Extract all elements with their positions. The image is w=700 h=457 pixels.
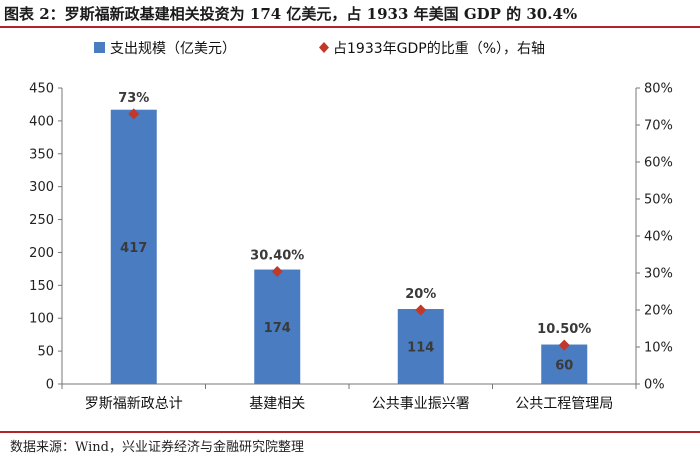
- bar-value-label: 174: [264, 321, 291, 336]
- category-label: 基建相关: [249, 395, 305, 412]
- category-label: 罗斯福新政总计: [85, 396, 183, 412]
- bar-value-label: 114: [407, 341, 434, 356]
- figure-title: 图表 2：罗斯福新政基建相关投资为 174 亿美元，占 1933 年美国 GDP…: [4, 5, 578, 23]
- bar: [541, 344, 588, 384]
- left-tick-label: 400: [29, 114, 54, 129]
- left-tick-label: 350: [29, 147, 54, 162]
- left-tick-label: 0: [46, 378, 54, 393]
- legend-bar-label: 支出规模（亿美元）: [110, 41, 236, 57]
- legend-marker-label: 占1933年GDP的比重（%），右轴: [333, 41, 545, 57]
- share-value-label: 73%: [118, 91, 149, 106]
- left-tick-label: 200: [29, 246, 54, 261]
- right-tick-label: 50%: [644, 193, 673, 208]
- legend-bar-swatch: [94, 42, 105, 53]
- right-tick-label: 10%: [644, 341, 673, 356]
- plot-area: 0 50 100 150 200 250 300 350 400 450 0% 10% 20% 30% 40…: [29, 82, 673, 413]
- share-marker: [128, 108, 140, 120]
- legend-marker-swatch: [319, 42, 329, 53]
- right-tick-label: 40%: [644, 230, 673, 245]
- share-value-label: 30.40%: [250, 249, 304, 264]
- left-tick-label: 100: [29, 312, 54, 327]
- legend: 支出规模（亿美元） 占1933年GDP的比重（%），右轴: [94, 41, 545, 57]
- bar-value-label: 60: [555, 358, 573, 373]
- right-tick-label: 70%: [644, 119, 673, 134]
- share-value-label: 20%: [405, 287, 436, 302]
- right-tick-label: 0%: [644, 378, 665, 393]
- left-tick-label: 50: [37, 345, 54, 360]
- source-note: 数据来源：Wind，兴业证券经济与金融研究院整理: [10, 440, 304, 455]
- bottom-rule: [0, 431, 700, 433]
- category-label: 公共事业振兴署: [372, 396, 470, 412]
- left-tick-label: 450: [29, 82, 54, 97]
- chart: 支出规模（亿美元） 占1933年GDP的比重（%），右轴 0 50 100 150 20…: [29, 41, 673, 413]
- share-value-label: 10.50%: [537, 322, 591, 337]
- right-tick-label: 30%: [644, 267, 673, 282]
- right-tick-label: 80%: [644, 82, 673, 97]
- left-tick-label: 250: [29, 213, 54, 228]
- left-tick-label: 300: [29, 180, 54, 195]
- bar-value-label: 417: [120, 241, 147, 256]
- right-tick-label: 60%: [644, 156, 673, 171]
- bar: [254, 269, 301, 384]
- share-marker: [415, 304, 427, 316]
- category-label: 公共工程管理局: [515, 396, 613, 412]
- left-tick-label: 150: [29, 279, 54, 294]
- share-marker: [271, 266, 283, 278]
- bar: [397, 309, 444, 384]
- right-tick-label: 20%: [644, 304, 673, 319]
- share-marker: [558, 339, 570, 351]
- top-rule: [0, 26, 700, 28]
- bar: [110, 109, 157, 384]
